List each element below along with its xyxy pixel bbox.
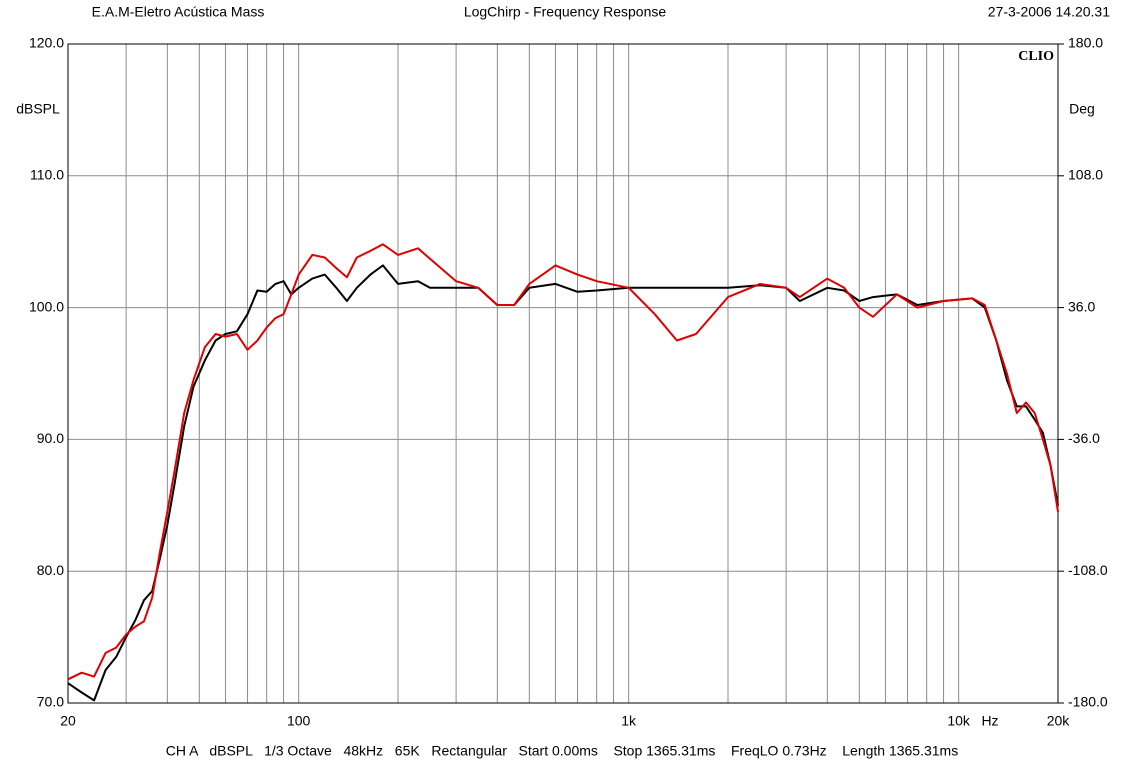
y-tick-label: 80.0 [37,562,64,578]
line-series [67,264,1059,702]
y-tick-label: 110.0 [30,167,64,183]
y2-tick-label: 180.0 [1068,35,1103,51]
y2-tick-label: -108.0 [1068,562,1108,578]
y2-tick-label: -180.0 [1068,694,1108,710]
line-series [67,243,1059,681]
y2-tick-label: 36.0 [1068,298,1095,314]
x-tick-label: 10k [947,713,971,729]
y-axis-label: dBSPL [16,101,60,117]
header-left: E.A.M-Eletro Acústica Mass [92,4,265,20]
y-tick-label: 120.0 [29,35,64,51]
x-tick-label: 20 [60,713,76,729]
header-right: 27-3-2006 14.20.31 [988,4,1110,20]
y-tick-label: 70.0 [37,694,64,710]
y-tick-label: 100.0 [29,298,64,314]
y2-tick-label: -36.0 [1068,430,1100,446]
x-tick-label: 100 [287,713,311,729]
x-tick-label: 20k [1047,713,1071,729]
y2-tick-label: 108.0 [1068,167,1103,183]
x-unit-label: Hz [981,713,998,729]
y2-axis-label: Deg [1069,101,1095,117]
logo: CLIO [1018,49,1054,64]
footer: CH A dBSPL 1/3 Octave 48kHz 65K Rectangu… [166,743,958,759]
y-tick-label: 90.0 [37,430,64,446]
chart-title: LogChirp - Frequency Response [464,4,667,20]
x-tick-label: 1k [621,713,637,729]
plot-frame [67,43,1059,704]
